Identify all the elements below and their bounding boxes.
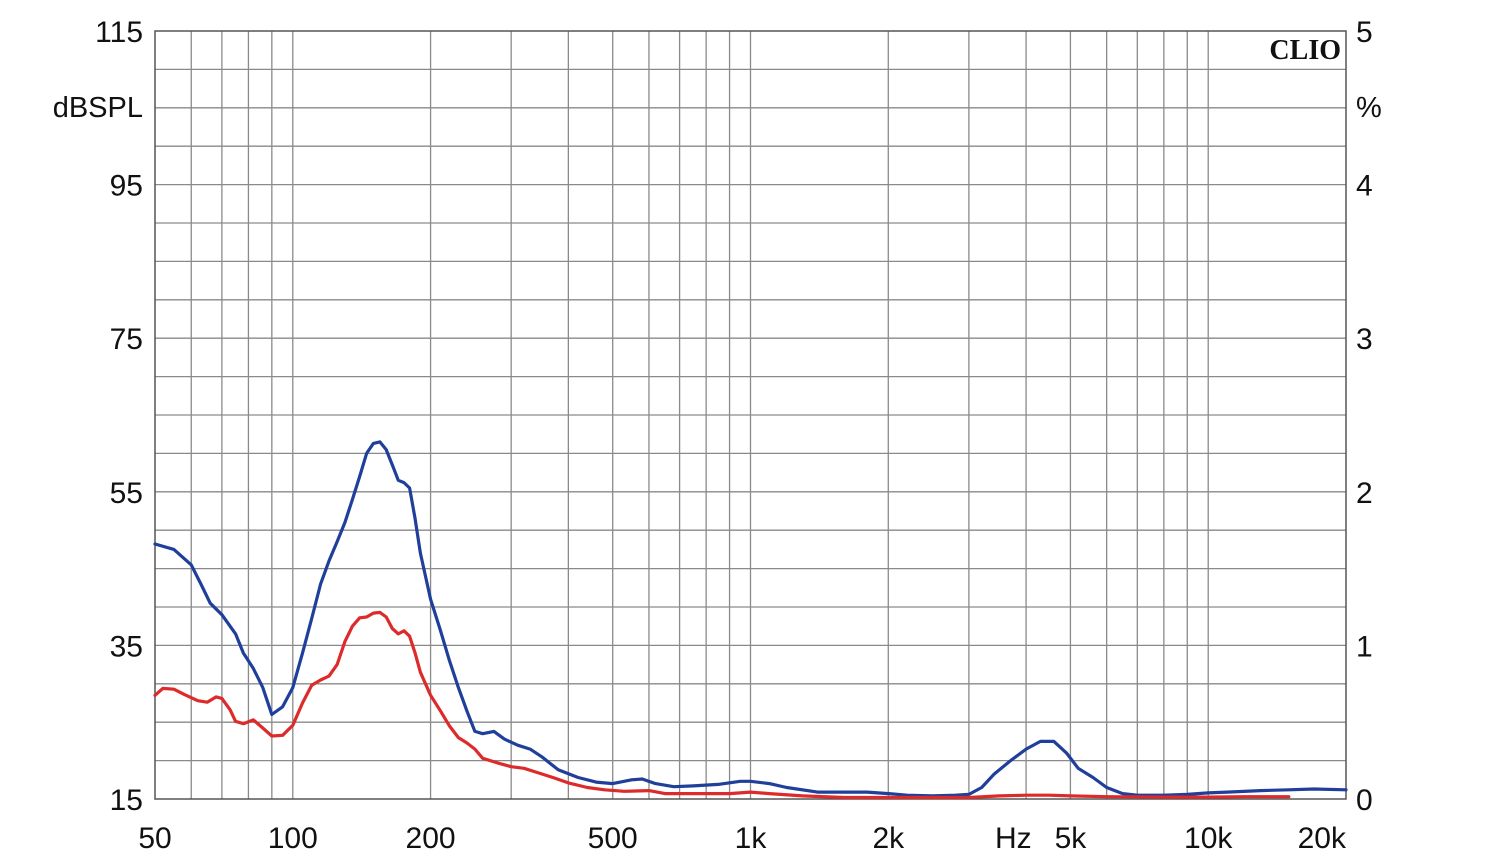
y-right-tick-label: 0 (1356, 784, 1373, 817)
series-group (153, 440, 1348, 800)
y-left-tick-label: 115 (95, 16, 143, 49)
y-right-tick-label: 1 (1356, 630, 1373, 663)
x-tick-label: 5k (1055, 822, 1088, 855)
y-right-tick-label: 3 (1356, 323, 1373, 356)
x-tick-label: 2k (872, 822, 905, 855)
brand-logo: CLIO (1269, 35, 1341, 66)
series-line-1 (153, 440, 1348, 798)
tick-labels: 115 95 75 55 35 15 5 4 3 2 1 0 50 100 200 500 1k 2k 5k 10k 2… (95, 16, 1373, 855)
y-left-tick-label: 55 (110, 477, 143, 510)
y-left-tick-label: 95 (110, 170, 143, 203)
left-axis-unit: dBSPL (53, 92, 143, 124)
series-line-2 (153, 610, 1291, 800)
y-left-tick-label: 35 (110, 630, 143, 663)
right-axis-unit: % (1356, 92, 1382, 124)
x-tick-label: 10k (1184, 822, 1233, 855)
x-tick-label: 200 (406, 822, 456, 855)
y-right-tick-label: 2 (1356, 477, 1373, 510)
x-tick-label: 20k (1298, 822, 1347, 855)
x-tick-label: 50 (138, 822, 171, 855)
y-left-tick-label: 15 (110, 784, 143, 817)
grid (155, 31, 1346, 799)
x-tick-label: 100 (268, 822, 318, 855)
x-tick-label: 500 (588, 822, 638, 855)
x-axis-unit: Hz (995, 822, 1032, 855)
y-right-tick-label: 4 (1356, 170, 1373, 203)
y-right-tick-label: 5 (1356, 16, 1373, 49)
y-left-tick-label: 75 (110, 323, 143, 356)
plot-frame (154, 30, 1347, 800)
x-tick-label: 1k (735, 822, 768, 855)
